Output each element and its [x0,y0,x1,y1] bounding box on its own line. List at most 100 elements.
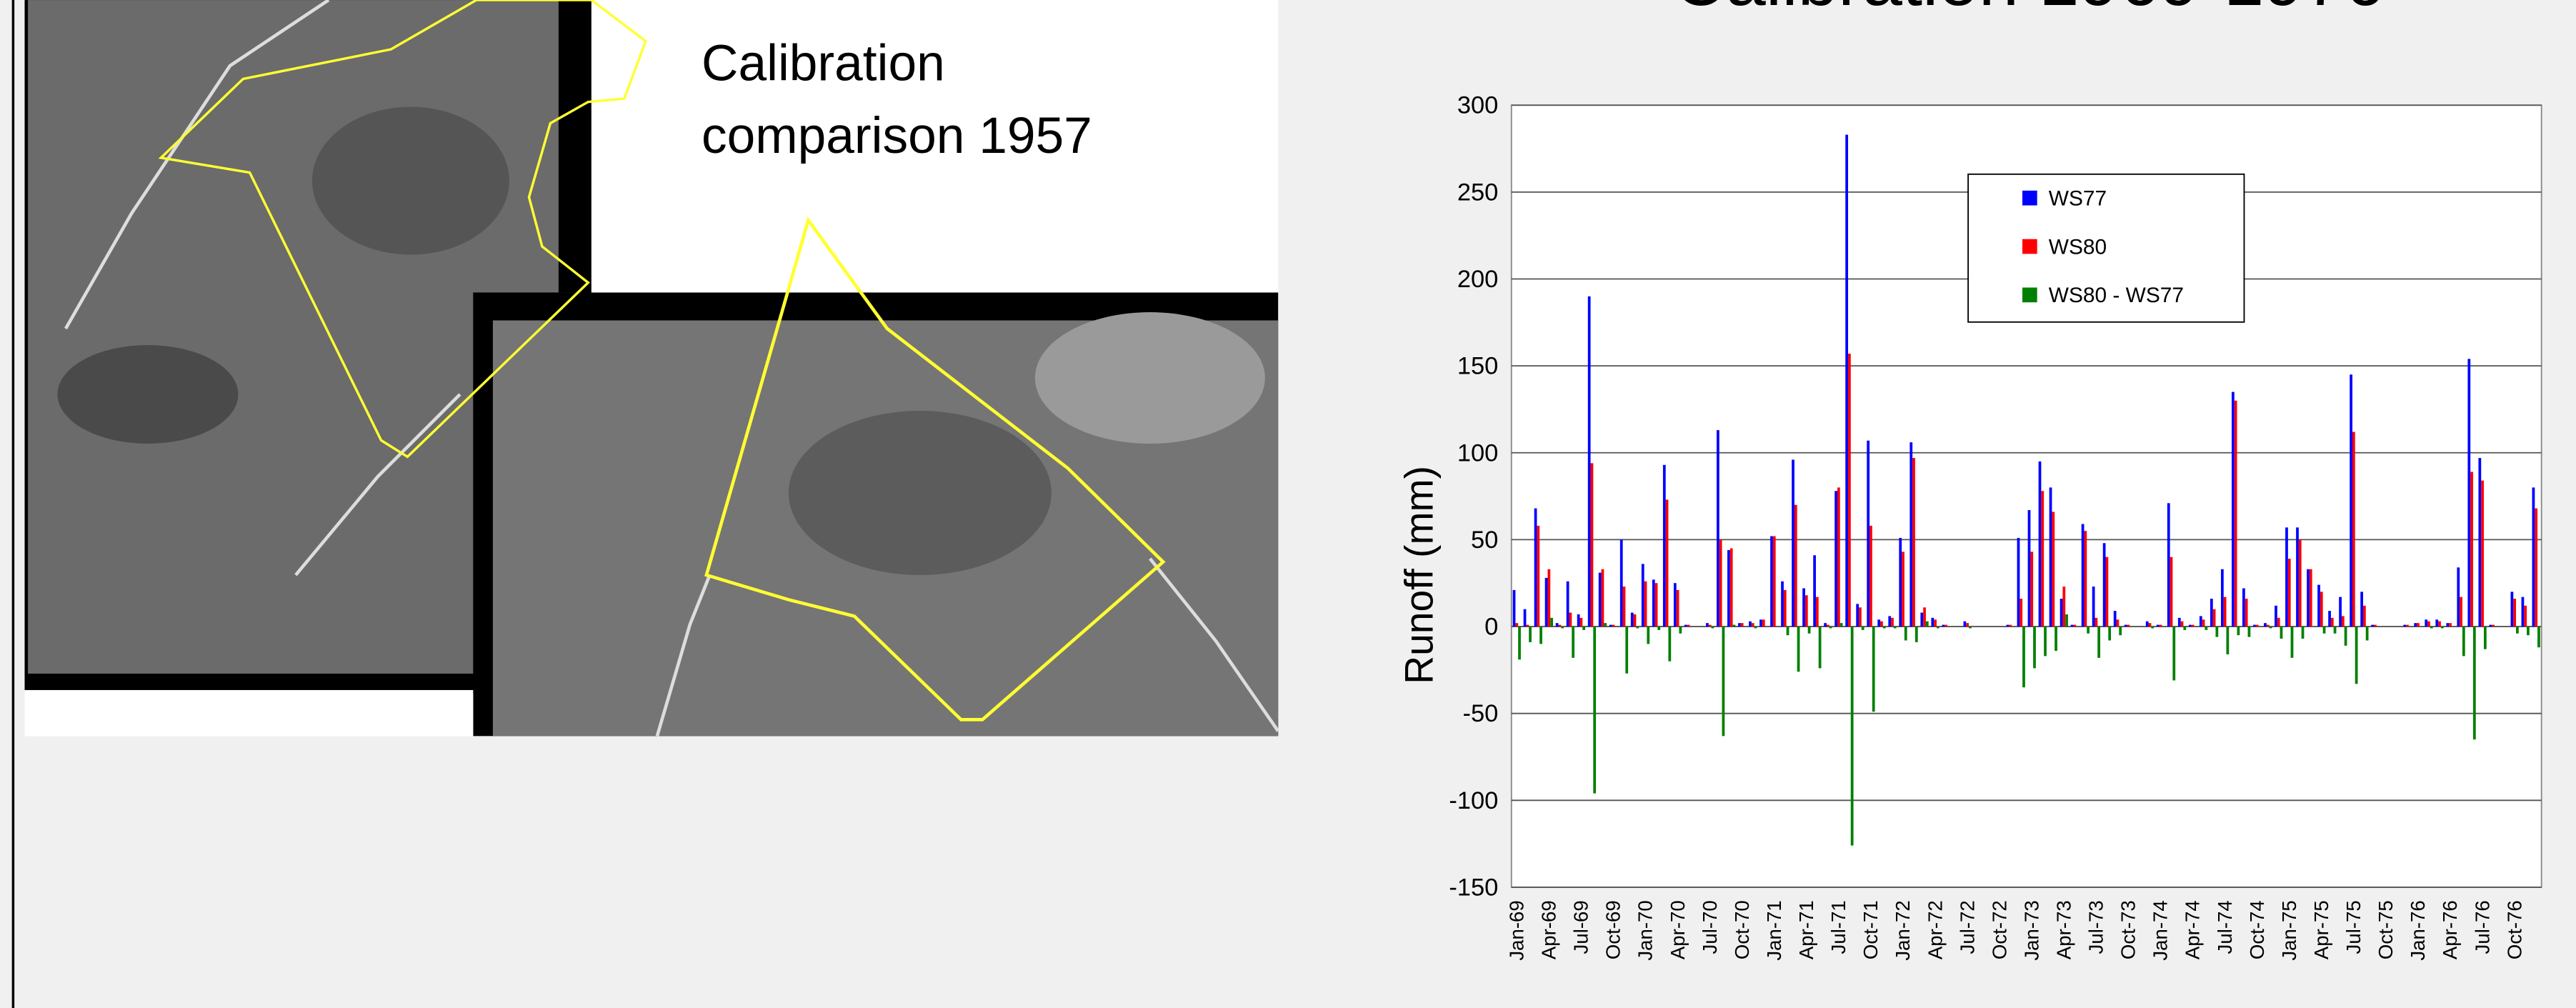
bar [2317,584,2320,627]
bar [2513,599,2517,627]
bar [1558,624,1562,627]
bar [1641,564,1644,627]
bar [2360,592,2363,627]
x-tick-label: Jan-74 [2150,900,2172,960]
bar [2435,619,2439,627]
bar [1582,627,1586,630]
bar [2223,597,2227,627]
bar [2226,627,2230,654]
y-axis-label: Runoff (mm) [1397,466,1441,684]
bar [1794,504,1797,627]
caption-area [591,0,1279,293]
bar [2467,359,2471,627]
bar [1654,583,1658,627]
road [655,574,712,737]
bar [1920,612,1924,627]
x-tick-label: Jul-72 [1956,900,1978,954]
bar [1572,627,1575,658]
bar [2027,510,2031,627]
bar [2290,627,2294,658]
bar [2070,624,2074,627]
bar [2212,609,2216,627]
bar [2081,524,2085,627]
bar [2524,605,2527,627]
bar [1577,614,1580,627]
bar [1625,627,1629,674]
bar [1539,627,1542,644]
bar [2255,624,2259,627]
x-tick-label: Apr-74 [2182,900,2204,959]
bar [1859,607,1862,627]
y-tick-label: -100 [1449,787,1498,814]
y-tick-label: 100 [1457,439,1499,466]
bar [2231,391,2235,627]
bar [1792,459,1794,627]
road [294,393,461,577]
bar [1751,623,1754,627]
bar [1824,623,1827,627]
bar [2481,480,2484,627]
bar [1529,627,1532,642]
bar [2159,624,2162,627]
bar [1604,623,1607,627]
bar [2210,599,2213,627]
bar [2264,623,2267,627]
bar [2105,557,2109,627]
bar [2092,587,2095,627]
bar [2328,611,2331,627]
bar [1673,583,1677,627]
x-tick-label: Oct-74 [2246,900,2268,959]
bar [1738,623,1741,627]
bar [2119,627,2122,636]
bar [1749,621,1752,627]
x-tick-label: Apr-69 [1538,900,1560,959]
x-tick-label: Oct-69 [1602,900,1624,959]
forest-patch [311,106,509,255]
bar [1652,579,1655,627]
x-tick-label: Jan-69 [1505,900,1527,960]
bar [1869,525,1872,627]
x-tick-label: Jul-70 [1699,900,1721,954]
bar [2234,400,2237,627]
bar [1711,627,1714,629]
bar [2052,512,2055,627]
bar [2215,627,2219,637]
bar [2275,605,2277,627]
bar [2430,627,2433,629]
bar [1598,572,1602,627]
x-tick-label: Oct-71 [1859,900,1882,959]
photo-gap [24,689,474,737]
bar [2350,374,2352,627]
bar [1676,589,1679,627]
bar [2266,624,2270,627]
bar [1732,624,1736,627]
y-tick-label: 150 [1457,353,1499,380]
bar [2097,627,2100,658]
bar [1909,442,1913,627]
bar [1904,627,1907,641]
bar [1945,624,1947,627]
bar [1609,624,1612,627]
bar [2113,611,2117,627]
bar [1963,621,1967,627]
bar [1579,617,1583,627]
bar [1587,296,1591,627]
clearing [1034,312,1265,444]
bar [2365,627,2369,641]
bar [2371,624,2375,627]
bar [2124,624,2127,627]
bar [2084,531,2087,627]
bar [2148,623,2152,627]
y-tick-label: 200 [1457,266,1499,293]
bar [2030,552,2034,627]
bar [1684,624,1687,627]
bar [2280,627,2283,639]
bar [1877,619,1881,627]
bar [1708,624,1712,627]
x-tick-label: Oct-70 [1731,900,1753,959]
bar [2285,527,2288,627]
bar [1722,627,1725,737]
bar [2341,616,2345,627]
